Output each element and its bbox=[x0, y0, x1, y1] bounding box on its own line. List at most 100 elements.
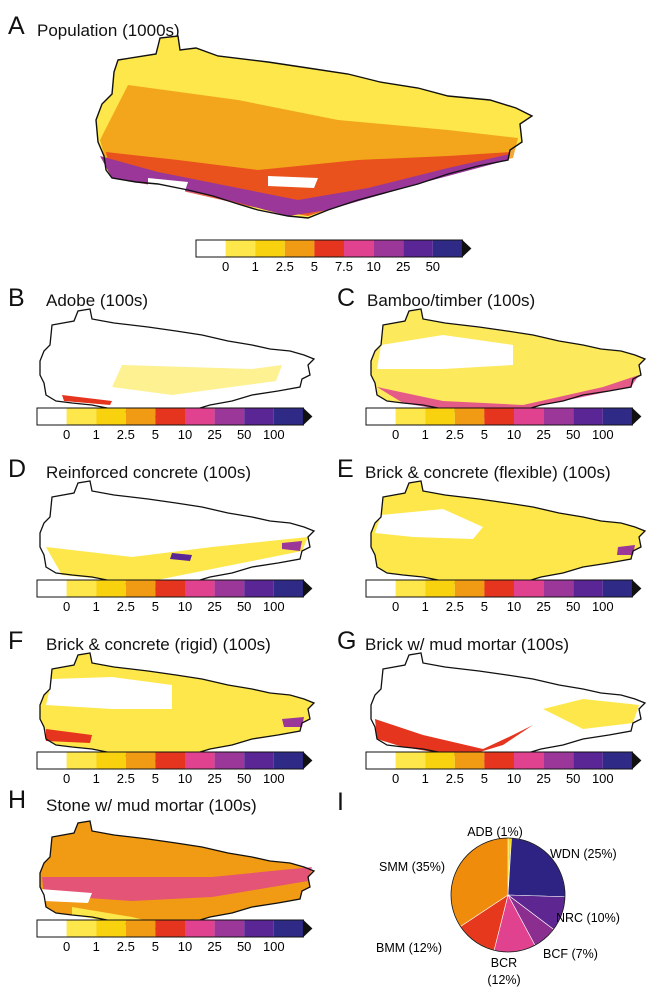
pie-label-bcf: BCF (7%) bbox=[543, 947, 598, 961]
pie-label-bcr: BCR bbox=[491, 956, 517, 970]
map-brick-concrete-flexible bbox=[370, 480, 646, 590]
colorscale-tick-label: 10 bbox=[178, 939, 192, 954]
colorscale-swatch bbox=[484, 408, 514, 425]
panel-letter-i: I bbox=[337, 788, 344, 816]
panel-title-f: Brick & concrete (rigid) (100s) bbox=[46, 635, 271, 654]
colorscale-swatch bbox=[344, 240, 374, 257]
colorscale-swatch bbox=[66, 580, 97, 597]
map-reinforced-concrete bbox=[39, 480, 315, 590]
colorscale-tick-label: 10 bbox=[178, 771, 192, 786]
colorscale-brick-mud-mortar: 0 1 2.5 5 10 25 50 100 bbox=[365, 751, 642, 786]
panel-letter-a: A bbox=[8, 12, 25, 40]
colorscale-tick-label: 10 bbox=[507, 771, 521, 786]
colorscale-swatch bbox=[244, 408, 274, 425]
pie-label-smm: SMM (35%) bbox=[379, 860, 445, 874]
colorscale-swatch bbox=[125, 408, 156, 425]
colorscale-tick-label: 50 bbox=[237, 599, 251, 614]
colorscale-tick-label: 1 bbox=[93, 599, 100, 614]
colorscale-tick-label: 2.5 bbox=[117, 939, 135, 954]
colorscale-swatch bbox=[255, 240, 285, 257]
colorscale-swatch bbox=[244, 580, 274, 597]
colorscale-tick-label: 25 bbox=[207, 599, 221, 614]
colorscale-swatch bbox=[66, 408, 97, 425]
colorscale-swatch bbox=[284, 240, 315, 257]
colorscale-tick-label: 25 bbox=[536, 771, 550, 786]
map-stone-mud-mortar bbox=[39, 820, 315, 930]
colorscale-swatch bbox=[125, 580, 156, 597]
colorscale-tick-label: 1 bbox=[422, 599, 429, 614]
colorscale-swatch bbox=[484, 752, 514, 769]
colorscale-reinforced-concrete: 0 1 2.5 5 10 25 50 100 bbox=[36, 579, 313, 614]
colorscale-swatch bbox=[514, 580, 544, 597]
colorscale-swatch bbox=[425, 752, 455, 769]
colorscale-tick-label: 25 bbox=[207, 771, 221, 786]
colorscale-tick-label: 0 bbox=[392, 427, 399, 442]
colorscale-tick-label: 10 bbox=[366, 259, 380, 274]
colorscale-swatch bbox=[185, 408, 215, 425]
colorscale-swatch bbox=[96, 580, 126, 597]
colorscale-brick-concrete-flexible: 0 1 2.5 5 10 25 50 100 bbox=[365, 579, 642, 614]
colorscale-tick-label: 100 bbox=[263, 599, 285, 614]
colorscale-tick-label: 100 bbox=[592, 599, 614, 614]
colorscale-tick-label: 2.5 bbox=[276, 259, 294, 274]
colorscale-swatch bbox=[573, 752, 603, 769]
map-brick-concrete-rigid bbox=[39, 652, 315, 762]
colorscale-tick-label: 50 bbox=[237, 427, 251, 442]
colorscale-swatch bbox=[96, 752, 126, 769]
panel-letter-h: H bbox=[8, 786, 27, 814]
colorscale-population: 0 1 2.5 5 7.5 10 25 50 bbox=[195, 239, 472, 274]
colorscale-tick-label: 100 bbox=[592, 427, 614, 442]
colorscale-swatch bbox=[395, 580, 426, 597]
colorscale-tick-label: 0 bbox=[63, 771, 70, 786]
colorscale-swatch bbox=[185, 580, 215, 597]
colorscale-tick-label: 100 bbox=[263, 939, 285, 954]
colorscale-swatch bbox=[454, 752, 485, 769]
panel-letter-f: F bbox=[8, 627, 24, 655]
colorscale-swatch bbox=[395, 752, 426, 769]
colorscale-arrow bbox=[303, 752, 313, 769]
colorscale-tick-label: 0 bbox=[392, 771, 399, 786]
colorscale-swatch bbox=[543, 752, 574, 769]
colorscale-swatch bbox=[96, 920, 126, 937]
colorscale-swatch bbox=[366, 580, 396, 597]
colorscale-tick-label: 50 bbox=[426, 259, 440, 274]
colorscale-swatch bbox=[314, 240, 344, 257]
colorscale-arrow bbox=[632, 580, 642, 597]
colorscale-swatch bbox=[273, 580, 304, 597]
colorscale-arrow bbox=[303, 920, 313, 937]
colorscale-swatch bbox=[573, 408, 603, 425]
colorscale-swatch bbox=[543, 408, 574, 425]
colorscale-tick-label: 5 bbox=[152, 427, 159, 442]
colorscale-swatch bbox=[37, 752, 67, 769]
colorscale-swatch bbox=[125, 752, 156, 769]
panel-title-g: Brick w/ mud mortar (100s) bbox=[365, 635, 570, 654]
colorscale-swatch bbox=[373, 240, 404, 257]
colorscale-tick-label: 50 bbox=[566, 427, 580, 442]
colorscale-swatch bbox=[66, 920, 97, 937]
colorscale-tick-label: 5 bbox=[152, 771, 159, 786]
colorscale-swatch bbox=[514, 752, 544, 769]
colorscale-swatch bbox=[37, 580, 67, 597]
colorscale-tick-label: 5 bbox=[481, 599, 488, 614]
colorscale-swatch bbox=[96, 408, 126, 425]
colorscale-swatch bbox=[185, 752, 215, 769]
colorscale-swatch bbox=[425, 408, 455, 425]
colorscale-swatch bbox=[573, 580, 603, 597]
colorscale-tick-label: 10 bbox=[178, 599, 192, 614]
colorscale-tick-label: 25 bbox=[207, 939, 221, 954]
colorscale-swatch bbox=[273, 752, 304, 769]
colorscale-swatch bbox=[244, 920, 274, 937]
colorscale-swatch bbox=[244, 752, 274, 769]
colorscale-swatch bbox=[214, 408, 245, 425]
colorscale-tick-label: 1 bbox=[93, 771, 100, 786]
colorscale-swatch bbox=[602, 752, 633, 769]
colorscale-tick-label: 0 bbox=[63, 427, 70, 442]
panel-title-d: Reinforced concrete (100s) bbox=[46, 463, 252, 482]
colorscale-swatch bbox=[366, 752, 396, 769]
pie-outline bbox=[450, 837, 566, 953]
colorscale-swatch bbox=[214, 752, 245, 769]
colorscale-swatch bbox=[543, 580, 574, 597]
colorscale-swatch bbox=[366, 408, 396, 425]
colorscale-arrow bbox=[632, 752, 642, 769]
pie-label-bmm: BMM (12%) bbox=[376, 941, 442, 955]
